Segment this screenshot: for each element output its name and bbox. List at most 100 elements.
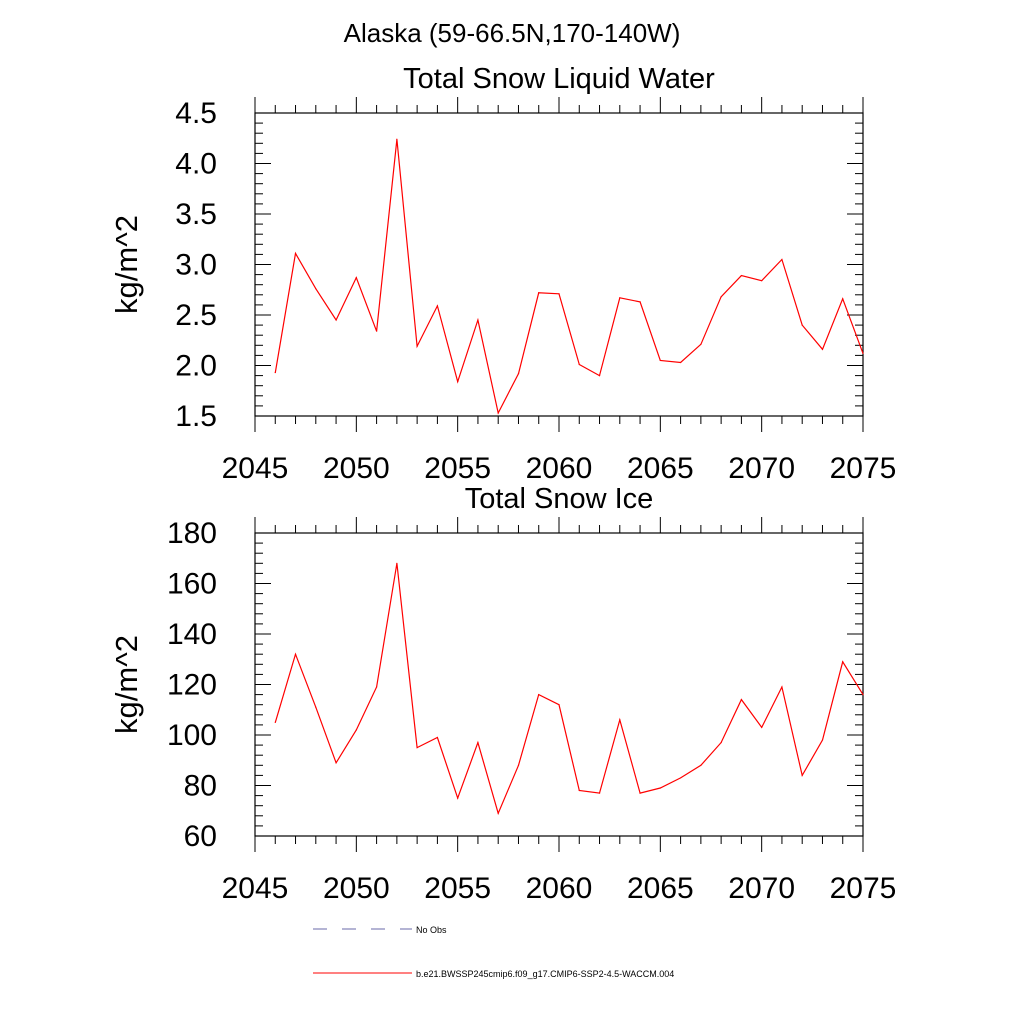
data-point xyxy=(416,747,418,749)
data-point xyxy=(335,319,337,321)
legend: No Obs b.e21.BWSSP245cmip6.f09_g17.CMIP6-… xyxy=(313,925,674,979)
data-point xyxy=(801,774,803,777)
x-tick-label: 2050 xyxy=(323,872,390,905)
data-point xyxy=(842,298,844,300)
data-point xyxy=(720,741,722,744)
data-point xyxy=(355,729,357,731)
data-point xyxy=(416,345,418,347)
chart-title: Total Snow Ice xyxy=(465,483,654,515)
data-point xyxy=(659,359,661,362)
data-point xyxy=(578,363,580,366)
data-point xyxy=(659,787,661,789)
x-tick-label: 2065 xyxy=(627,872,694,905)
data-point xyxy=(781,258,783,261)
y-tick-label: 1.5 xyxy=(175,400,217,433)
x-tick-label: 2055 xyxy=(424,452,491,485)
data-point xyxy=(720,296,722,298)
data-point xyxy=(396,138,398,140)
data-point xyxy=(355,277,357,279)
x-tick-label: 2065 xyxy=(627,452,694,485)
data-point xyxy=(558,704,560,706)
data-point xyxy=(477,741,479,744)
x-tick-label: 2055 xyxy=(424,872,491,905)
y-axis-label: kg/m^2 xyxy=(109,215,144,314)
data-point xyxy=(315,288,317,290)
data-point xyxy=(700,343,702,345)
data-point xyxy=(862,352,864,354)
data-point xyxy=(639,301,641,303)
figure-title: Alaska (59-66.5N,170-140W) xyxy=(344,18,681,48)
legend-item: b.e21.BWSSP245cmip6.f09_g17.CMIP6-SSP2-4… xyxy=(313,969,674,979)
data-point xyxy=(700,764,702,766)
y-tick-label: 120 xyxy=(167,669,217,702)
legend-item: No Obs xyxy=(313,925,447,935)
data-point xyxy=(517,764,520,766)
data-point xyxy=(821,348,824,350)
x-tick-label: 2060 xyxy=(526,872,593,905)
plot-frame xyxy=(254,112,864,417)
y-axis: 60 80 100 120 140 160 180 xyxy=(167,517,863,853)
x-axis: 2045 2050 2055 2060 2065 2070 2075 xyxy=(222,97,897,485)
data-point xyxy=(376,330,378,332)
y-tick-label: 160 xyxy=(167,568,217,601)
y-tick-label: 2.0 xyxy=(175,350,217,383)
y-tick-label: 3.5 xyxy=(175,198,217,231)
legend-label: b.e21.BWSSP245cmip6.f09_g17.CMIP6-SSP2-4… xyxy=(416,969,674,979)
y-tick-label: 4.5 xyxy=(175,97,217,130)
data-point xyxy=(436,305,438,307)
data-point xyxy=(598,792,601,794)
data-point xyxy=(396,562,398,564)
x-tick-label: 2070 xyxy=(728,452,795,485)
data-point xyxy=(801,324,803,326)
data-point xyxy=(274,371,276,374)
y-axis-label: kg/m^2 xyxy=(109,635,144,734)
data-point xyxy=(578,789,580,792)
x-tick-label: 2075 xyxy=(830,452,897,485)
y-tick-label: 3.0 xyxy=(175,249,217,282)
data-point xyxy=(781,686,783,688)
x-tick-label: 2070 xyxy=(728,872,795,905)
data-point xyxy=(619,719,621,721)
x-tick-label: 2045 xyxy=(222,452,289,485)
data-point xyxy=(740,275,743,277)
x-tick-label: 2060 xyxy=(526,452,593,485)
data-point xyxy=(335,762,337,764)
y-tick-label: 2.5 xyxy=(175,299,217,332)
data-point xyxy=(497,412,499,414)
data-point xyxy=(740,699,743,701)
y-tick-label: 80 xyxy=(184,770,217,803)
data-point xyxy=(457,797,459,799)
data-point xyxy=(517,372,520,375)
y-tick-label: 140 xyxy=(167,618,217,651)
chart-title: Total Snow Liquid Water xyxy=(403,63,715,95)
series-line xyxy=(274,139,864,415)
data-point xyxy=(315,706,317,708)
data-point xyxy=(619,297,621,299)
data-point xyxy=(294,653,297,655)
data-point xyxy=(294,252,297,254)
series-points xyxy=(274,562,864,814)
data-point xyxy=(558,293,560,295)
series-points xyxy=(274,138,864,414)
y-tick-label: 180 xyxy=(167,517,217,550)
data-point xyxy=(639,792,641,794)
data-point xyxy=(497,812,499,814)
data-point xyxy=(274,721,276,723)
data-point xyxy=(457,381,459,383)
x-tick-label: 2075 xyxy=(830,872,897,905)
data-point xyxy=(821,739,824,741)
data-point xyxy=(538,292,540,294)
data-point xyxy=(436,736,438,739)
data-point xyxy=(761,726,763,729)
y-tick-label: 4.0 xyxy=(175,148,217,181)
data-point xyxy=(680,777,682,779)
y-tick-label: 60 xyxy=(184,820,217,853)
y-tick-label: 100 xyxy=(167,719,217,752)
x-tick-label: 2050 xyxy=(323,452,390,485)
plot-frame xyxy=(254,532,864,837)
data-point xyxy=(477,319,479,321)
